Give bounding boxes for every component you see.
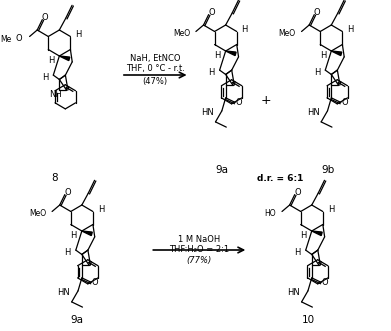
Text: MeO: MeO xyxy=(29,209,46,218)
Text: H: H xyxy=(208,68,215,77)
Text: O: O xyxy=(92,278,99,287)
Text: O: O xyxy=(236,98,242,107)
Text: H: H xyxy=(48,56,54,65)
Text: d.r. = 6:1: d.r. = 6:1 xyxy=(257,173,304,182)
Text: O: O xyxy=(42,13,48,22)
Polygon shape xyxy=(59,56,70,61)
Text: MeO: MeO xyxy=(173,29,190,38)
Text: 9a: 9a xyxy=(70,315,83,325)
Text: H: H xyxy=(328,205,334,214)
Text: H: H xyxy=(214,51,221,60)
Text: H: H xyxy=(320,51,326,60)
Text: H: H xyxy=(65,248,71,257)
Text: H: H xyxy=(314,68,320,77)
Text: HN: HN xyxy=(201,108,214,118)
Text: (47%): (47%) xyxy=(143,76,168,85)
Text: O: O xyxy=(208,8,215,17)
Text: O: O xyxy=(65,188,71,197)
Text: +: + xyxy=(260,93,271,107)
Text: NH: NH xyxy=(49,90,62,99)
Text: THF, 0 °C - r.t.: THF, 0 °C - r.t. xyxy=(126,64,185,72)
Text: O: O xyxy=(15,34,22,43)
Text: O: O xyxy=(294,188,301,197)
Text: H: H xyxy=(98,205,104,214)
Text: H: H xyxy=(71,230,77,240)
Text: O: O xyxy=(314,8,321,17)
Text: H: H xyxy=(294,248,301,257)
Text: 10: 10 xyxy=(302,315,316,325)
Polygon shape xyxy=(226,51,236,56)
Text: H: H xyxy=(301,230,307,240)
Polygon shape xyxy=(82,231,92,236)
Text: HN: HN xyxy=(57,288,70,297)
Text: MeO: MeO xyxy=(278,29,296,38)
Text: 9b: 9b xyxy=(322,165,335,175)
Text: H: H xyxy=(75,30,82,39)
Text: H: H xyxy=(242,25,248,34)
Text: O: O xyxy=(322,278,328,287)
Text: HO: HO xyxy=(264,209,276,218)
Text: 9a: 9a xyxy=(215,165,228,175)
Text: HN: HN xyxy=(307,108,320,118)
Polygon shape xyxy=(331,51,342,56)
Text: (77%): (77%) xyxy=(187,257,212,265)
Text: NaH, EtNCO: NaH, EtNCO xyxy=(130,54,181,63)
Polygon shape xyxy=(312,231,322,236)
Text: HN: HN xyxy=(287,288,300,297)
Text: Me: Me xyxy=(1,35,12,44)
Text: H: H xyxy=(42,72,48,82)
Text: 1 M NaOH: 1 M NaOH xyxy=(178,235,221,245)
Text: 8: 8 xyxy=(51,173,58,183)
Text: O: O xyxy=(341,98,348,107)
Text: H: H xyxy=(347,25,353,34)
Text: THF:H₂O = 2:1: THF:H₂O = 2:1 xyxy=(169,246,229,255)
